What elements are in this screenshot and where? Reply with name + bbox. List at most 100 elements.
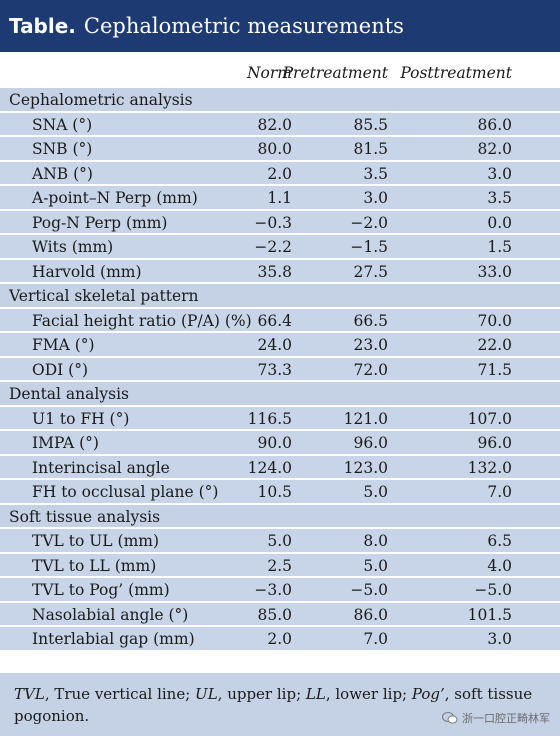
- table-row: SNA (°) 82.0 85.5 86.0: [0, 112, 560, 137]
- norm-value: 116.5: [247, 409, 292, 428]
- norm-value: 73.3: [257, 360, 292, 379]
- section-label: Vertical skeletal pattern: [9, 287, 199, 305]
- norm-value: 1.1: [267, 189, 292, 207]
- posttreatment-value: 4.0: [487, 556, 512, 575]
- posttreatment-value: 22.0: [477, 336, 512, 354]
- table-row: TVL to LL (mm) 2.5 5.0 4.0: [0, 553, 560, 578]
- posttreatment-value: 71.5: [477, 360, 512, 379]
- norm-value: 90.0: [257, 434, 292, 452]
- footnote-text: , lower lip;: [325, 685, 412, 703]
- table-row: IMPA (°) 90.0 96.0 96.0: [0, 431, 560, 456]
- table-row: U1 to FH (°) 116.5 121.0 107.0: [0, 406, 560, 431]
- section-label: Cephalometric analysis: [9, 91, 193, 109]
- table-row: Interincisal angle 124.0 123.0 132.0: [0, 455, 560, 480]
- table-title: Cephalometric measurements: [83, 14, 404, 38]
- row-label: TVL to LL (mm): [32, 556, 157, 575]
- row-label: Wits (mm): [32, 238, 114, 256]
- norm-value: 85.0: [257, 605, 292, 624]
- norm-value: 35.8: [257, 262, 292, 281]
- posttreatment-value: 7.0: [487, 483, 512, 501]
- row-label: Harvold (mm): [32, 262, 142, 281]
- norm-value: 10.5: [257, 483, 292, 501]
- posttreatment-value: 101.5: [467, 605, 512, 624]
- posttreatment-value: 3.0: [487, 630, 512, 648]
- row-label: Interlabial gap (mm): [32, 630, 195, 648]
- pretreatment-value: 7.0: [363, 630, 388, 648]
- posttreatment-value: −5.0: [474, 581, 512, 599]
- watermark-text: 浙一口腔正畸林军: [462, 712, 550, 725]
- table-row: FH to occlusal plane (°) 10.5 5.0 7.0: [0, 480, 560, 505]
- row-label: U1 to FH (°): [32, 409, 130, 428]
- posttreatment-value: 82.0: [477, 140, 512, 158]
- table-title-bar: Table. Cephalometric measurements: [0, 0, 560, 52]
- table-row: Interlabial gap (mm) 2.0 7.0 3.0: [0, 627, 560, 652]
- table-row: FMA (°) 24.0 23.0 22.0: [0, 333, 560, 358]
- pretreatment-value: 123.0: [343, 458, 388, 477]
- table-row: SNB (°) 80.0 81.5 82.0: [0, 137, 560, 162]
- footnote-abbr: Pog’: [411, 685, 445, 703]
- pretreatment-value: −1.5: [350, 238, 388, 256]
- table-row: Facial height ratio (P/A) (%) 66.4 66.5 70.…: [0, 308, 560, 333]
- table-row: ANB (°) 2.0 3.5 3.0: [0, 161, 560, 186]
- row-label: A-point–N Perp (mm): [32, 189, 198, 207]
- section-label: Soft tissue analysis: [9, 507, 161, 526]
- pretreatment-value: 72.0: [353, 360, 388, 379]
- norm-value: −0.3: [254, 213, 292, 232]
- section-row: Cephalometric analysis: [0, 88, 560, 113]
- norm-value: 124.0: [247, 458, 292, 477]
- norm-value: 82.0: [257, 115, 292, 134]
- pretreatment-value: −5.0: [350, 581, 388, 599]
- column-header-norm: Norm: [246, 64, 292, 82]
- pretreatment-value: 8.0: [363, 532, 388, 550]
- pretreatment-value: 3.0: [363, 189, 388, 207]
- row-label: TVL to Pog’ (mm): [32, 581, 170, 599]
- table-footnote: TVL, True vertical line; UL, upper lip; …: [0, 673, 560, 736]
- table-row: ODI (°) 73.3 72.0 71.5: [0, 357, 560, 382]
- posttreatment-value: 1.5: [487, 238, 512, 256]
- posttreatment-value: 3.5: [487, 189, 512, 207]
- table-row: Harvold (mm) 35.8 27.5 33.0: [0, 259, 560, 284]
- section-row: Soft tissue analysis: [0, 504, 560, 529]
- norm-value: 24.0: [257, 336, 292, 354]
- posttreatment-value: 3.0: [487, 164, 512, 183]
- section-label: Dental analysis: [9, 385, 129, 403]
- row-label: IMPA (°): [32, 434, 99, 452]
- posttreatment-value: 132.0: [467, 458, 512, 477]
- pretreatment-value: 23.0: [353, 336, 388, 354]
- table-row: Pog-N Perp (mm) −0.3 −2.0 0.0: [0, 210, 560, 235]
- footnote-text: , True vertical line;: [44, 685, 196, 703]
- norm-value: −3.0: [254, 581, 292, 599]
- section-row: Vertical skeletal pattern: [0, 284, 560, 309]
- pretreatment-value: 81.5: [353, 140, 388, 158]
- footnote-text: , upper lip;: [217, 685, 306, 703]
- pretreatment-value: 66.5: [353, 311, 388, 330]
- column-header-row: Norm Pretreatment Posttreatment: [0, 52, 560, 88]
- norm-value: 2.0: [267, 164, 292, 183]
- pretreatment-value: 86.0: [353, 605, 388, 624]
- norm-value: 2.5: [267, 556, 292, 575]
- posttreatment-value: 86.0: [477, 115, 512, 134]
- row-label: ODI (°): [32, 360, 89, 379]
- pretreatment-value: 5.0: [363, 483, 388, 501]
- posttreatment-value: 0.0: [487, 213, 512, 232]
- table-row: A-point–N Perp (mm) 1.1 3.0 3.5: [0, 186, 560, 211]
- column-header-pretreatment: Pretreatment: [282, 64, 388, 82]
- row-label: TVL to UL (mm): [32, 532, 160, 550]
- pretreatment-value: 5.0: [363, 556, 388, 575]
- norm-value: 2.0: [267, 630, 292, 648]
- norm-value: 80.0: [257, 140, 292, 158]
- posttreatment-value: 33.0: [477, 262, 512, 281]
- posttreatment-value: 107.0: [467, 409, 512, 428]
- row-label: Pog-N Perp (mm): [32, 213, 168, 232]
- row-label: FH to occlusal plane (°): [32, 483, 219, 501]
- pretreatment-value: 121.0: [343, 409, 388, 428]
- wechat-icon: [442, 712, 458, 724]
- row-label: SNA (°): [32, 115, 93, 134]
- pretreatment-value: −2.0: [350, 213, 388, 232]
- table-row: Wits (mm) −2.2 −1.5 1.5: [0, 235, 560, 260]
- pretreatment-value: 3.5: [363, 164, 388, 183]
- column-header-posttreatment: Posttreatment: [400, 64, 512, 82]
- norm-value: −2.2: [254, 238, 292, 256]
- table-title-label: Table.: [9, 14, 76, 38]
- norm-value: 5.0: [267, 532, 292, 550]
